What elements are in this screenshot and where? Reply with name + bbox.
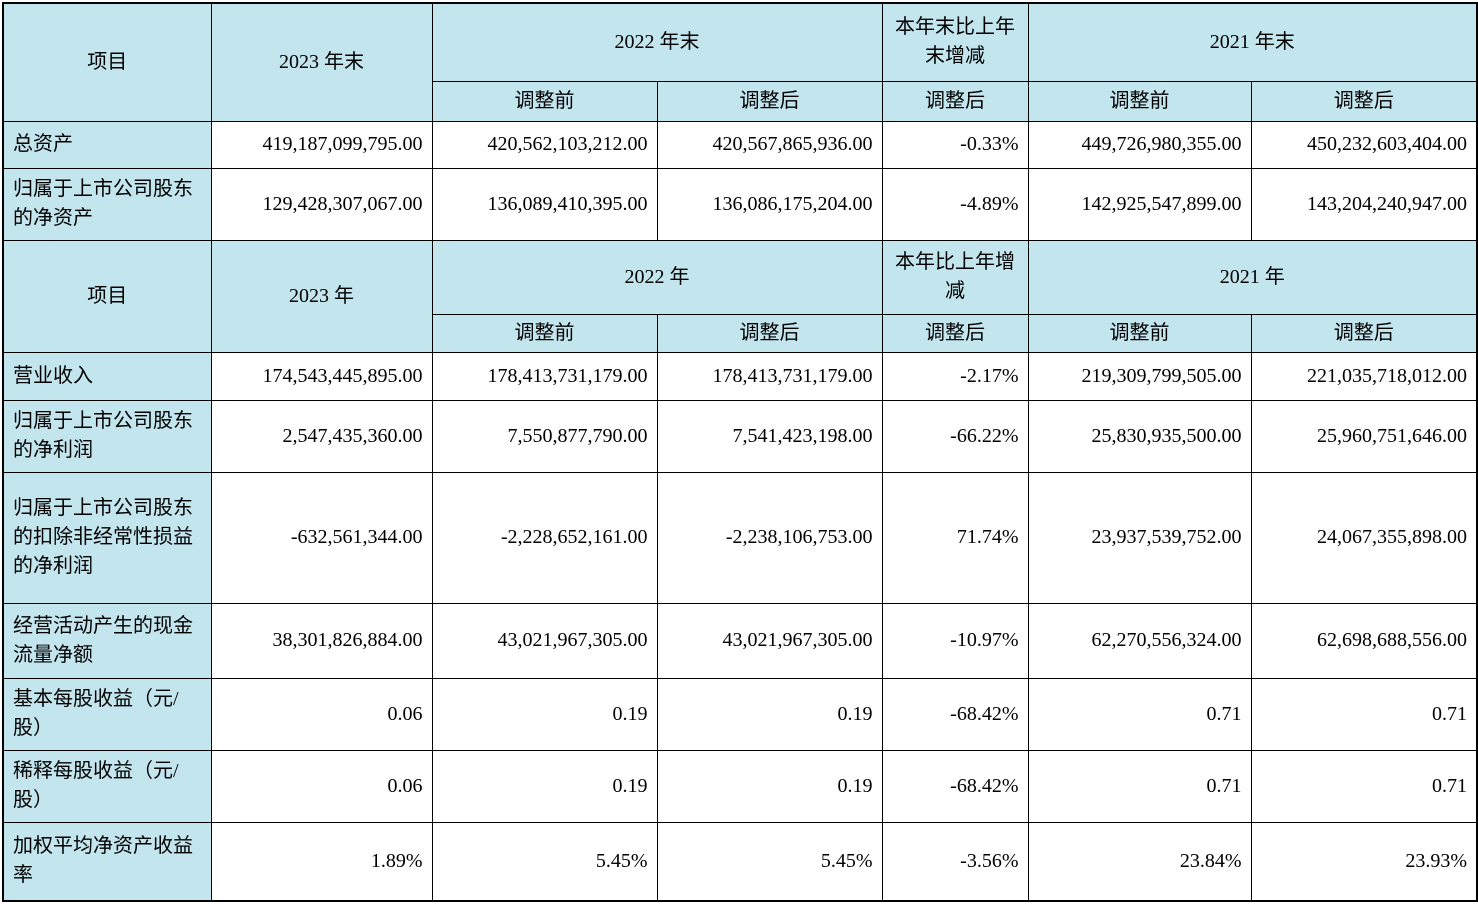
value-cell: 38,301,826,884.00 xyxy=(210,602,433,679)
value-cell: 7,541,423,198.00 xyxy=(656,399,883,473)
value-cell: -2,238,106,753.00 xyxy=(656,471,883,604)
year-header-2022: 2022 年 xyxy=(431,239,883,315)
change-cell: 71.74% xyxy=(881,471,1029,604)
change-cell: -0.33% xyxy=(881,120,1029,169)
value-cell: 62,698,688,556.00 xyxy=(1250,602,1478,679)
value-cell: 0.06 xyxy=(210,749,433,823)
value-cell: 0.71 xyxy=(1027,749,1252,823)
year-header-2021: 2021 年 xyxy=(1027,239,1478,315)
change-cell: -68.42% xyxy=(881,677,1029,751)
adj-before-header: 调整前 xyxy=(1027,80,1252,122)
value-cell: 7,550,877,790.00 xyxy=(431,399,658,473)
value-cell: 2,547,435,360.00 xyxy=(210,399,433,473)
table-row: 基本每股收益（元/股） 0.06 0.19 0.19 -68.42% 0.71 … xyxy=(2,677,1478,751)
year-header-2023: 2023 年末 xyxy=(210,2,433,122)
adj-after-header: 调整后 xyxy=(881,313,1029,353)
table-row: 归属于上市公司股东的扣除非经常性损益的净利润 -632,561,344.00 -… xyxy=(2,471,1478,604)
table-row: 稀释每股收益（元/股） 0.06 0.19 0.19 -68.42% 0.71 … xyxy=(2,749,1478,823)
row-label: 基本每股收益（元/股） xyxy=(2,677,212,751)
value-cell: 25,960,751,646.00 xyxy=(1250,399,1478,473)
section2-header-row-1: 项目 2023 年 2022 年 本年比上年增减 2021 年 xyxy=(2,239,1478,353)
value-cell: 420,567,865,936.00 xyxy=(656,120,883,169)
value-cell: 136,089,410,395.00 xyxy=(431,167,658,241)
change-cell: -10.97% xyxy=(881,602,1029,679)
value-cell: 1.89% xyxy=(210,821,433,902)
row-label: 经营活动产生的现金流量净额 xyxy=(2,602,212,679)
value-cell: 174,543,445,895.00 xyxy=(210,351,433,401)
adj-after-header: 调整后 xyxy=(656,313,883,353)
value-cell: 0.71 xyxy=(1250,749,1478,823)
value-cell: 0.19 xyxy=(431,677,658,751)
change-cell: -4.89% xyxy=(881,167,1029,241)
value-cell: 0.06 xyxy=(210,677,433,751)
value-cell: 143,204,240,947.00 xyxy=(1250,167,1478,241)
value-cell: 129,428,307,067.00 xyxy=(210,167,433,241)
value-cell: 221,035,718,012.00 xyxy=(1250,351,1478,401)
table-row: 归属于上市公司股东的净资产 129,428,307,067.00 136,089… xyxy=(2,167,1478,241)
value-cell: 43,021,967,305.00 xyxy=(431,602,658,679)
value-cell: 0.19 xyxy=(656,749,883,823)
table-row: 营业收入 174,543,445,895.00 178,413,731,179.… xyxy=(2,351,1478,401)
adj-before-header: 调整前 xyxy=(1027,313,1252,353)
row-label: 归属于上市公司股东的净利润 xyxy=(2,399,212,473)
adj-after-header: 调整后 xyxy=(656,80,883,122)
value-cell: 178,413,731,179.00 xyxy=(656,351,883,401)
item-header: 项目 xyxy=(2,239,212,353)
value-cell: -632,561,344.00 xyxy=(210,471,433,604)
adj-before-header: 调整前 xyxy=(431,313,658,353)
value-cell: 0.19 xyxy=(656,677,883,751)
value-cell: 219,309,799,505.00 xyxy=(1027,351,1252,401)
value-cell: 0.19 xyxy=(431,749,658,823)
value-cell: 25,830,935,500.00 xyxy=(1027,399,1252,473)
row-label: 加权平均净资产收益率 xyxy=(2,821,212,902)
row-label: 归属于上市公司股东的扣除非经常性损益的净利润 xyxy=(2,471,212,604)
adj-after-header: 调整后 xyxy=(881,80,1029,122)
value-cell: 24,067,355,898.00 xyxy=(1250,471,1478,604)
row-label: 总资产 xyxy=(2,120,212,169)
value-cell: 23,937,539,752.00 xyxy=(1027,471,1252,604)
table-row: 加权平均净资产收益率 1.89% 5.45% 5.45% -3.56% 23.8… xyxy=(2,821,1478,902)
year-header-2022: 2022 年末 xyxy=(431,2,883,82)
value-cell: 23.84% xyxy=(1027,821,1252,902)
table-row: 经营活动产生的现金流量净额 38,301,826,884.00 43,021,9… xyxy=(2,602,1478,679)
value-cell: 5.45% xyxy=(656,821,883,902)
change-cell: -2.17% xyxy=(881,351,1029,401)
row-label: 归属于上市公司股东的净资产 xyxy=(2,167,212,241)
value-cell: 142,925,547,899.00 xyxy=(1027,167,1252,241)
year-header-2021: 2021 年末 xyxy=(1027,2,1478,82)
value-cell: 178,413,731,179.00 xyxy=(431,351,658,401)
value-cell: 449,726,980,355.00 xyxy=(1027,120,1252,169)
year-header-2023: 2023 年 xyxy=(210,239,433,353)
row-label: 营业收入 xyxy=(2,351,212,401)
value-cell: 419,187,099,795.00 xyxy=(210,120,433,169)
change-header: 本年末比上年末增减 xyxy=(881,2,1029,82)
adj-before-header: 调整前 xyxy=(431,80,658,122)
section1-header-row-2: 调整前 调整后 调整后 调整前 调整后 xyxy=(3,80,1478,122)
value-cell: 450,232,603,404.00 xyxy=(1250,120,1478,169)
value-cell: 23.93% xyxy=(1250,821,1478,902)
item-header: 项目 xyxy=(2,2,212,122)
value-cell: -2,228,652,161.00 xyxy=(431,471,658,604)
change-cell: -68.42% xyxy=(881,749,1029,823)
section1-header-row-1: 项目 2023 年末 2022 年末 本年末比上年末增减 2021 年末 xyxy=(2,2,1478,122)
section2-header-row-2: 调整前 调整后 调整后 调整前 调整后 xyxy=(3,313,1478,353)
change-cell: -66.22% xyxy=(881,399,1029,473)
row-label: 稀释每股收益（元/股） xyxy=(2,749,212,823)
table-row: 归属于上市公司股东的净利润 2,547,435,360.00 7,550,877… xyxy=(2,399,1478,473)
value-cell: 136,086,175,204.00 xyxy=(656,167,883,241)
value-cell: 420,562,103,212.00 xyxy=(431,120,658,169)
adj-after-header: 调整后 xyxy=(1250,313,1478,353)
change-header: 本年比上年增减 xyxy=(881,239,1029,315)
value-cell: 0.71 xyxy=(1027,677,1252,751)
value-cell: 0.71 xyxy=(1250,677,1478,751)
adj-after-header: 调整后 xyxy=(1250,80,1478,122)
table-row: 总资产 419,187,099,795.00 420,562,103,212.0… xyxy=(2,120,1478,169)
change-cell: -3.56% xyxy=(881,821,1029,902)
value-cell: 5.45% xyxy=(431,821,658,902)
value-cell: 62,270,556,324.00 xyxy=(1027,602,1252,679)
value-cell: 43,021,967,305.00 xyxy=(656,602,883,679)
